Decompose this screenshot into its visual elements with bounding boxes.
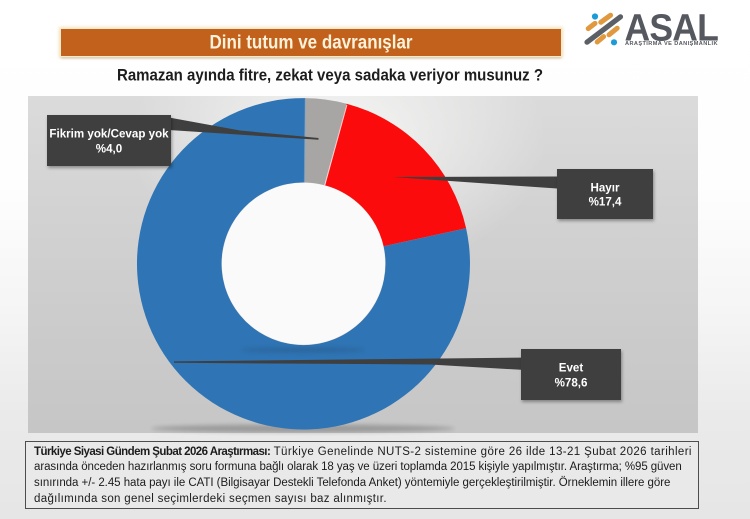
svg-text:ASAL: ASAL [625,8,719,50]
svg-text:ARAŞTIRMA VE DANIŞMANLIK: ARAŞTIRMA VE DANIŞMANLIK [625,41,718,47]
